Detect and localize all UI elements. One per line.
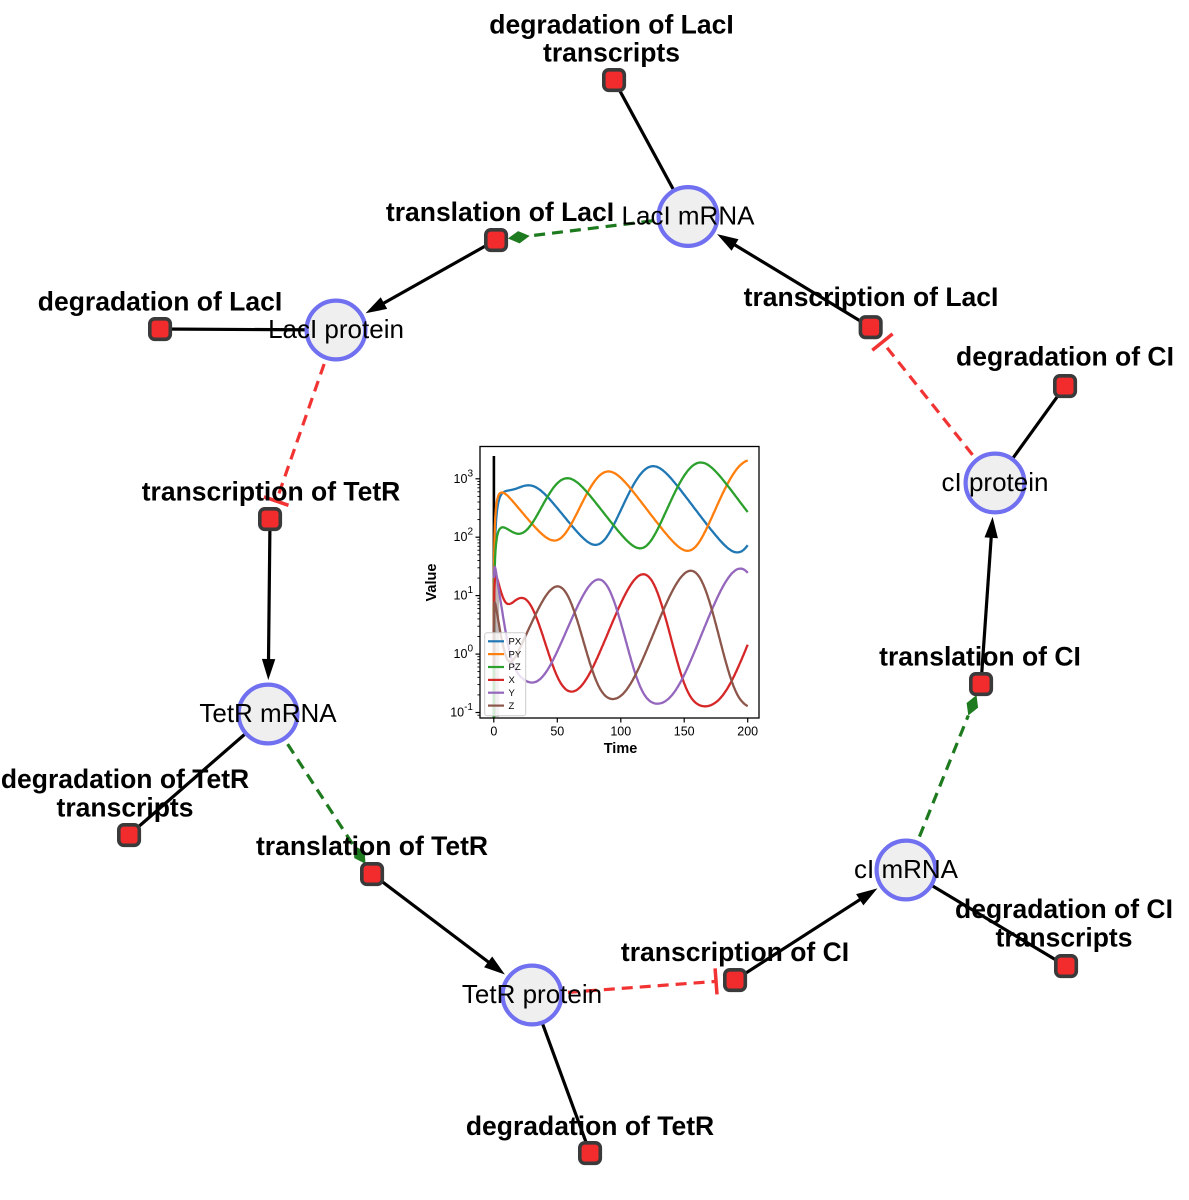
svg-text:translation of CI: translation of CI [879,642,1081,672]
svg-text:PZ: PZ [509,662,521,673]
svg-text:degradation of LacI: degradation of LacI [38,287,282,317]
svg-text:PX: PX [509,637,522,648]
svg-text:50: 50 [550,725,564,739]
svg-text:LacI protein: LacI protein [268,314,404,344]
svg-text:cI mRNA: cI mRNA [854,854,959,884]
svg-text:cI protein: cI protein [942,467,1049,497]
svg-text:LacI mRNA: LacI mRNA [622,201,756,231]
svg-text:transcripts: transcripts [543,38,680,68]
svg-text:Z: Z [509,701,515,712]
svg-text:degradation of TetR: degradation of TetR [466,1111,714,1141]
svg-text:100: 100 [610,725,631,739]
svg-text:transcription of CI: transcription of CI [621,937,849,967]
svg-text:transcripts: transcripts [996,923,1133,953]
svg-text:degradation of CI: degradation of CI [956,342,1174,372]
svg-text:transcripts: transcripts [57,793,194,823]
svg-text:Value: Value [424,564,440,602]
svg-text:200: 200 [737,725,758,739]
svg-text:TetR mRNA: TetR mRNA [199,698,337,728]
svg-text:Y: Y [509,688,516,699]
svg-text:TetR protein: TetR protein [462,979,602,1009]
svg-text:X: X [509,675,516,686]
svg-text:Time: Time [604,741,638,757]
svg-text:translation of LacI: translation of LacI [386,197,614,227]
svg-text:degradation of TetR: degradation of TetR [1,764,249,794]
svg-text:degradation of LacI: degradation of LacI [489,10,733,40]
svg-text:transcription of TetR: transcription of TetR [142,477,401,507]
svg-text:150: 150 [674,725,695,739]
svg-text:transcription of LacI: transcription of LacI [744,282,999,312]
svg-text:0: 0 [490,725,497,739]
svg-text:translation of TetR: translation of TetR [256,831,488,861]
svg-text:degradation of CI: degradation of CI [955,894,1173,924]
svg-text:PY: PY [509,649,522,660]
